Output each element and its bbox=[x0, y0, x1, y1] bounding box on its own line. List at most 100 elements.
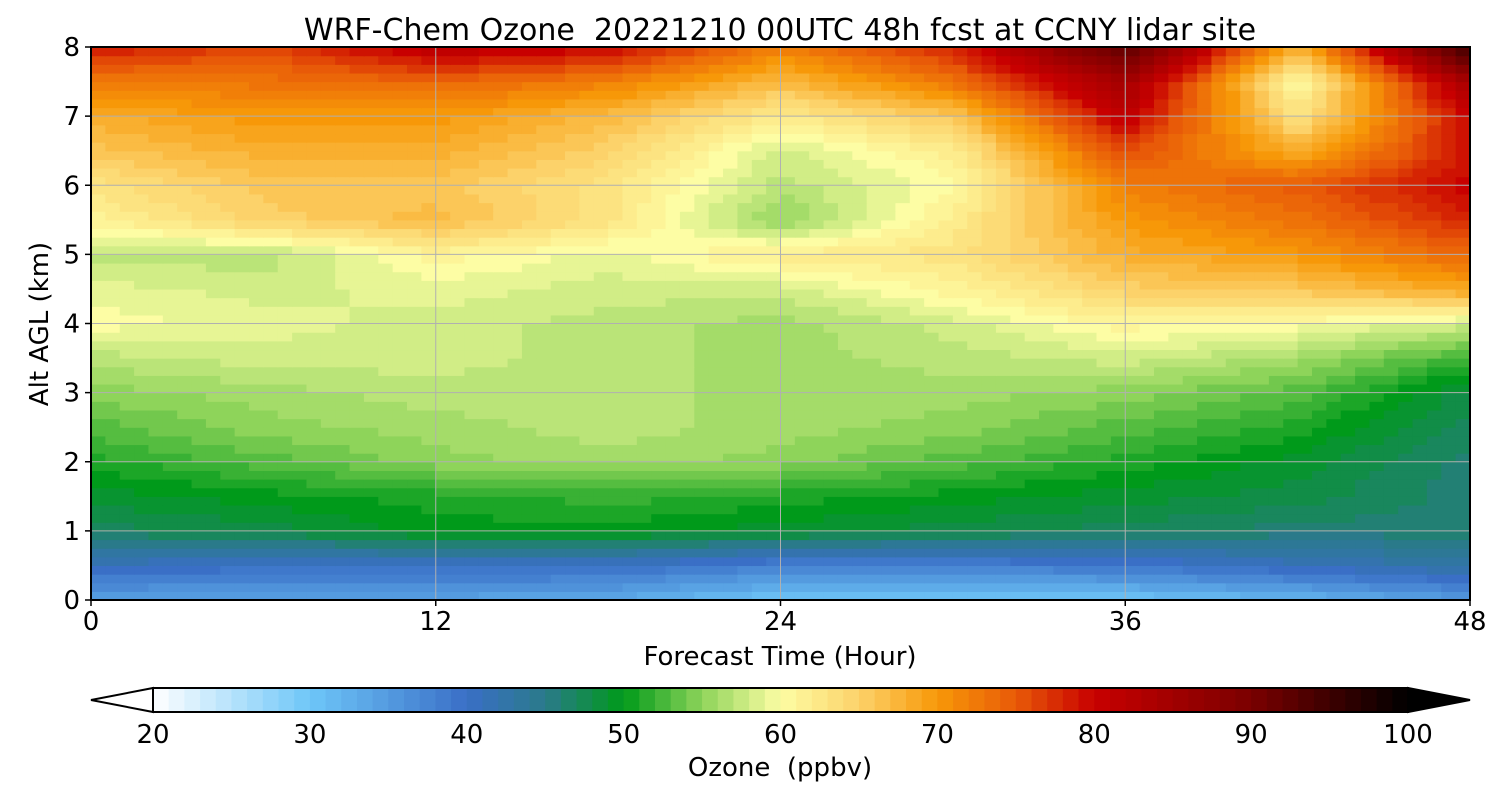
heatmap-cell bbox=[335, 271, 351, 281]
heatmap-cell bbox=[1383, 418, 1399, 428]
heatmap-cell bbox=[1168, 401, 1184, 411]
heatmap-cell bbox=[1039, 314, 1055, 325]
heatmap-cell bbox=[1441, 444, 1457, 454]
heatmap-cell bbox=[593, 548, 609, 558]
heatmap-cell bbox=[1225, 453, 1241, 463]
heatmap-cell bbox=[450, 340, 466, 351]
heatmap-cell bbox=[478, 150, 494, 160]
heatmap-cell bbox=[550, 185, 566, 195]
heatmap-cell bbox=[751, 591, 767, 601]
heatmap-cell bbox=[881, 496, 897, 506]
heatmap-cell bbox=[924, 176, 940, 186]
heatmap-cell bbox=[723, 435, 738, 446]
heatmap-cell bbox=[1082, 211, 1098, 221]
heatmap-cell bbox=[1211, 167, 1227, 178]
heatmap-cell bbox=[694, 245, 710, 255]
heatmap-cell bbox=[478, 565, 494, 575]
heatmap-cell bbox=[478, 461, 494, 471]
heatmap-cell bbox=[938, 271, 954, 281]
heatmap-cell bbox=[205, 548, 221, 558]
heatmap-cell bbox=[335, 504, 351, 515]
heatmap-cell bbox=[277, 245, 293, 255]
heatmap-cell bbox=[1340, 574, 1356, 584]
heatmap-cell bbox=[1441, 461, 1457, 471]
heatmap-cell bbox=[1010, 211, 1026, 221]
heatmap-cell bbox=[952, 193, 968, 204]
heatmap-cell bbox=[1398, 340, 1414, 351]
heatmap-cell bbox=[651, 340, 667, 351]
heatmap-cell bbox=[277, 167, 293, 178]
heatmap-cell bbox=[249, 159, 264, 169]
heatmap-cell bbox=[1398, 332, 1414, 342]
heatmap-cell bbox=[220, 453, 236, 463]
heatmap-cell bbox=[1441, 435, 1457, 446]
heatmap-cell bbox=[1240, 349, 1256, 359]
heatmap-cell bbox=[1053, 565, 1069, 575]
heatmap-cell bbox=[823, 504, 839, 515]
heatmap-cell bbox=[1039, 548, 1055, 558]
heatmap-cell bbox=[1096, 530, 1112, 541]
heatmap-cell bbox=[378, 159, 394, 169]
heatmap-cell bbox=[852, 582, 868, 592]
heatmap-cell bbox=[550, 470, 566, 480]
heatmap-cell bbox=[162, 245, 178, 255]
heatmap-cell bbox=[1096, 271, 1112, 281]
heatmap-cell bbox=[593, 288, 609, 299]
heatmap-cell bbox=[363, 522, 379, 532]
heatmap-cell bbox=[234, 582, 250, 592]
heatmap-cell bbox=[435, 392, 451, 402]
heatmap-cell bbox=[392, 392, 408, 402]
heatmap-cell bbox=[1455, 418, 1471, 428]
heatmap-cell bbox=[464, 530, 480, 541]
heatmap-cell bbox=[737, 176, 753, 186]
heatmap-cell bbox=[866, 176, 882, 186]
heatmap-cell bbox=[292, 444, 308, 454]
heatmap-cell bbox=[392, 479, 408, 489]
heatmap-cell bbox=[1455, 375, 1471, 385]
heatmap-cell bbox=[1398, 522, 1414, 532]
heatmap-cell bbox=[1441, 513, 1457, 523]
heatmap-cell bbox=[794, 556, 810, 567]
heatmap-cell bbox=[478, 219, 494, 230]
heatmap-cell bbox=[1297, 306, 1313, 316]
heatmap-cell bbox=[651, 254, 667, 264]
heatmap-cell bbox=[521, 176, 537, 186]
heatmap-cell bbox=[622, 237, 638, 247]
heatmap-cell bbox=[1369, 167, 1385, 178]
heatmap-cell bbox=[636, 323, 652, 333]
heatmap-cell bbox=[220, 358, 236, 368]
heatmap-cell bbox=[866, 245, 882, 255]
heatmap-cell bbox=[1197, 340, 1213, 351]
heatmap-cell bbox=[823, 496, 839, 506]
heatmap-cell bbox=[1412, 193, 1428, 204]
heatmap-cell bbox=[1096, 366, 1112, 376]
heatmap-cell bbox=[723, 228, 738, 238]
heatmap-cell bbox=[766, 306, 782, 316]
heatmap-cell bbox=[435, 556, 451, 567]
heatmap-cell bbox=[737, 245, 753, 255]
heatmap-cell bbox=[177, 202, 193, 212]
heatmap-cell bbox=[521, 539, 537, 549]
heatmap-cell bbox=[593, 513, 609, 523]
heatmap-cell bbox=[679, 366, 695, 376]
heatmap-cell bbox=[249, 263, 264, 273]
heatmap-cell bbox=[1182, 418, 1198, 428]
heatmap-cell bbox=[565, 375, 580, 385]
heatmap-cell bbox=[177, 435, 193, 446]
heatmap-cell bbox=[1197, 409, 1213, 420]
heatmap-cell bbox=[881, 574, 897, 584]
heatmap-cell bbox=[636, 591, 652, 601]
heatmap-cell bbox=[349, 263, 365, 273]
heatmap-cell bbox=[320, 574, 336, 584]
heatmap-cell bbox=[378, 254, 394, 264]
heatmap-cell bbox=[536, 574, 552, 584]
heatmap-cell bbox=[766, 271, 782, 281]
heatmap-cell bbox=[981, 332, 997, 342]
heatmap-cell bbox=[493, 167, 509, 178]
heatmap-cell bbox=[665, 297, 681, 307]
heatmap-cell bbox=[1254, 176, 1270, 186]
heatmap-cell bbox=[478, 211, 494, 221]
heatmap-cell bbox=[622, 358, 638, 368]
heatmap-cell bbox=[866, 306, 882, 316]
heatmap-cell bbox=[1355, 332, 1371, 342]
